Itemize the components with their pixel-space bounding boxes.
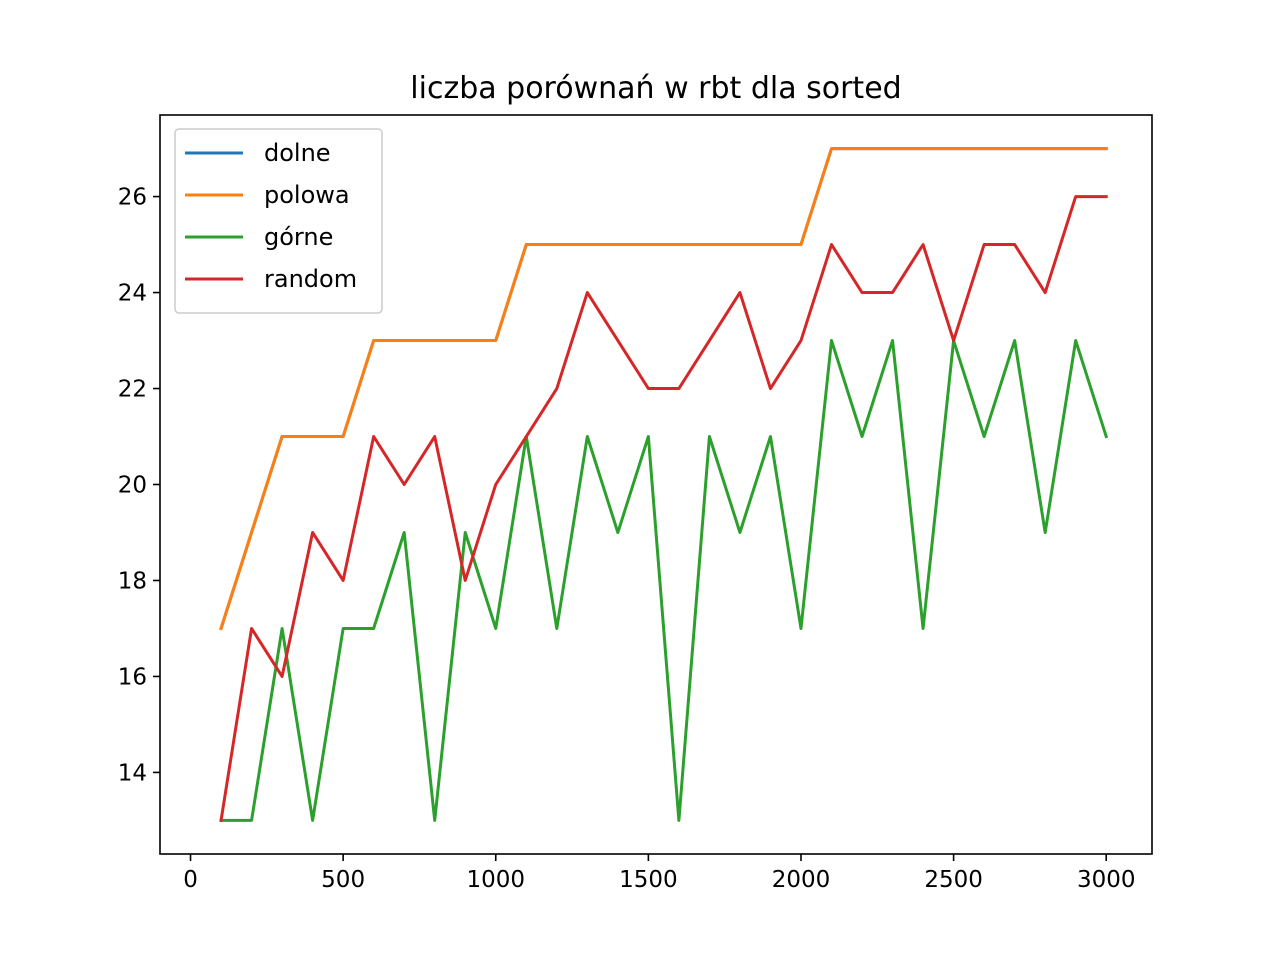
series-line-1 <box>219 147 1108 631</box>
legend-label-2: górne <box>264 223 333 251</box>
x-tick-label-1: 500 <box>321 867 365 893</box>
chart-title: liczba porównań w rbt dla sorted <box>410 71 901 106</box>
legend-box <box>174 128 383 314</box>
y-tick-label-2: 18 <box>118 568 147 594</box>
axes-layer: 0 500 1000 1500 2000 2500 3000 14 16 18 20 22 24 26 <box>118 114 1153 893</box>
y-tick-label-6: 26 <box>118 185 147 211</box>
legend: dolne polowa górne random <box>174 128 383 314</box>
y-tick-label-5: 24 <box>118 281 147 307</box>
x-tick-label-2: 1000 <box>466 867 525 893</box>
legend-label-0: dolne <box>264 139 331 167</box>
y-tick-label-3: 20 <box>118 473 147 499</box>
legend-label-1: polowa <box>264 181 350 209</box>
y-tick-label-0: 14 <box>118 760 147 786</box>
y-tick-label-1: 16 <box>118 664 147 690</box>
y-tick-label-4: 22 <box>118 377 147 403</box>
legend-label-3: random <box>264 265 357 293</box>
series-line-3 <box>219 195 1108 823</box>
series-line-2 <box>219 339 1109 822</box>
x-tick-label-0: 0 <box>183 867 198 893</box>
series-layer <box>219 147 1109 823</box>
x-tick-label-5: 2500 <box>924 867 983 893</box>
x-tick-label-6: 3000 <box>1077 867 1136 893</box>
x-tick-label-3: 1500 <box>619 867 678 893</box>
x-tick-label-4: 2000 <box>772 867 831 893</box>
